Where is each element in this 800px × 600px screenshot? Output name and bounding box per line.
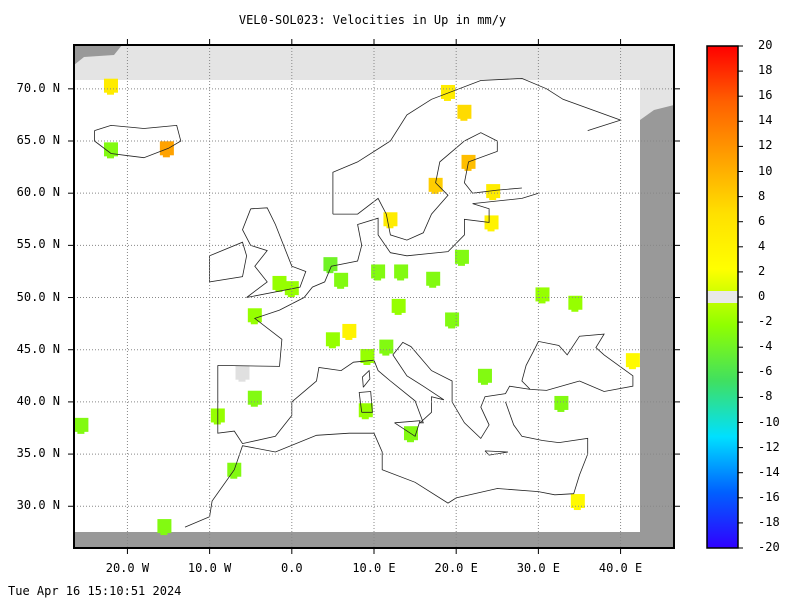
- coastline: [332, 77, 622, 215]
- lat-tick-label: 65.0 N: [16, 133, 60, 147]
- colorbar-tick-label: -16: [758, 489, 780, 504]
- lat-tick-label: 40.0 N: [16, 393, 60, 408]
- velocity-cell: [213, 418, 221, 425]
- velocity-cell: [337, 282, 345, 289]
- velocity-cell: [345, 333, 353, 340]
- greenland-area: [74, 45, 122, 65]
- velocity-cell: [77, 427, 85, 434]
- lon-tick-label: 20.0 W: [105, 561, 150, 575]
- velocity-cell: [480, 378, 488, 385]
- colorbar-tick-label: 12: [758, 138, 773, 153]
- velocity-cell: [382, 349, 390, 356]
- velocity-cell: [397, 274, 405, 281]
- velocity-cell: [250, 318, 258, 325]
- lat-tick-label: 70.0 N: [16, 80, 60, 95]
- velocity-cell: [571, 305, 579, 312]
- velocity-cell: [557, 405, 565, 412]
- colorbar-tick-label: -18: [758, 514, 780, 529]
- colorbar-tick-label: 20: [758, 38, 773, 52]
- colorbar-tick-label: -12: [758, 439, 780, 454]
- coastline: [217, 192, 539, 367]
- velocity-cell: [106, 88, 114, 95]
- velocity-cell: [363, 358, 371, 365]
- coastline: [184, 401, 589, 528]
- lat-tick-label: 30.0 N: [16, 498, 60, 513]
- timestamp-footer: Tue Apr 16 15:10:51 2024: [8, 584, 182, 598]
- lon-tick-label: 0.0: [280, 561, 303, 575]
- colorbar-tick-label: 14: [758, 113, 773, 128]
- coastline: [394, 420, 421, 437]
- colorbar-tick-label: -14: [758, 464, 780, 479]
- velocity-cell: [489, 194, 497, 201]
- coastline: [209, 241, 248, 283]
- velocity-cell: [162, 151, 170, 158]
- east-nodata: [594, 105, 674, 548]
- colorbar-tick-label: 4: [758, 238, 766, 253]
- colorbar-tick-label: -20: [758, 540, 780, 554]
- velocity-cell: [538, 297, 546, 304]
- velocity-cell: [431, 187, 439, 194]
- lon-tick-label: 40.0 E: [598, 561, 643, 575]
- colorbar-tick-label: -2: [758, 314, 773, 329]
- colorbar-tick-label: -8: [758, 389, 773, 404]
- colorbar-tick-label: 16: [758, 88, 773, 103]
- colorbar-tick-label: -10: [758, 414, 780, 429]
- velocity-cell: [238, 375, 246, 382]
- lon-tick-label: 30.0 E: [516, 561, 561, 575]
- lat-tick-label: 35.0 N: [16, 446, 60, 461]
- velocity-cell: [443, 94, 451, 101]
- map-ticks: [68, 39, 680, 554]
- colorbar: [706, 45, 743, 549]
- velocity-cell: [448, 322, 456, 329]
- velocity-cell: [106, 152, 114, 159]
- colorbar-tick-label: -4: [758, 339, 773, 354]
- lon-tick-label: 20.0 E: [434, 561, 478, 575]
- lat-tick-label: 55.0 N: [16, 237, 60, 252]
- colorbar-zero-band: [707, 291, 738, 303]
- coastline: [217, 341, 531, 445]
- velocity-cell: [230, 472, 238, 479]
- velocity-cell: [487, 225, 495, 232]
- lat-tick-label: 50.0 N: [16, 289, 60, 304]
- velocity-cell: [460, 114, 468, 121]
- velocity-cell: [573, 504, 581, 511]
- coastline: [521, 333, 634, 392]
- lon-tick-label: 10.0 E: [352, 561, 396, 575]
- colorbar-tick-label: 10: [758, 163, 773, 178]
- colorbar-tick-label: 6: [758, 213, 766, 228]
- velocity-cell: [361, 413, 369, 420]
- velocity-cell: [406, 436, 414, 443]
- velocity-cell: [160, 529, 168, 536]
- lat-tick-label: 60.0 N: [16, 185, 60, 200]
- velocity-cell: [628, 363, 636, 370]
- velocity-cell: [374, 274, 382, 281]
- map-title: VEL0-SOL023: Velocities in Up in mm/y: [238, 13, 507, 27]
- velocity-cell: [386, 222, 394, 229]
- colorbar-tick-label: 0: [758, 289, 766, 303]
- coastline: [242, 207, 307, 298]
- data-area: [74, 80, 640, 532]
- velocity-cell: [328, 342, 336, 349]
- colorbar-tick-label: -6: [758, 364, 773, 379]
- velocity-cell: [464, 164, 472, 171]
- velocity-cell: [394, 308, 402, 315]
- colorbar-tick-label: 2: [758, 263, 766, 278]
- coastlines: [94, 77, 634, 528]
- coastline: [484, 450, 509, 456]
- velocity-cell: [275, 285, 283, 292]
- colorbar-tick-label: 8: [758, 188, 766, 203]
- coastline: [362, 369, 371, 388]
- velocity-cell: [457, 259, 465, 266]
- velocity-cell: [429, 281, 437, 288]
- velocity-cell: [250, 400, 258, 407]
- coastline: [332, 132, 522, 241]
- africa-nodata: [174, 532, 404, 548]
- lat-tick-label: 45.0 N: [16, 341, 60, 356]
- colorbar-tick-label: 18: [758, 63, 773, 78]
- lon-tick-label: 10.0 W: [187, 561, 232, 575]
- coastline: [358, 391, 373, 413]
